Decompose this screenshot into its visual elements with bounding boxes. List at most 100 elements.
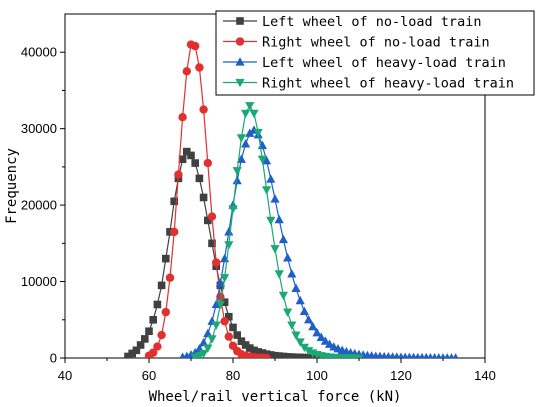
legend-items: Left wheel of no-load train Right wheel o… bbox=[223, 14, 514, 91]
data-point bbox=[283, 253, 293, 262]
data-point bbox=[249, 109, 259, 119]
data-point bbox=[199, 349, 209, 358]
data-point bbox=[312, 327, 322, 337]
data-point bbox=[191, 159, 199, 167]
data-point bbox=[275, 352, 283, 358]
x-tick-label: 120 bbox=[390, 368, 412, 383]
data-point bbox=[128, 349, 136, 358]
data-point bbox=[308, 321, 318, 331]
data-point bbox=[228, 205, 238, 214]
data-point bbox=[225, 312, 233, 321]
legend-label: Right wheel of no-load train bbox=[262, 34, 490, 50]
data-point bbox=[393, 352, 400, 358]
y-tick-label: 0 bbox=[50, 351, 57, 366]
data-point bbox=[304, 314, 314, 324]
legend-item: Right wheel of no-load train bbox=[223, 34, 490, 50]
x-tick-label: 40 bbox=[58, 368, 72, 383]
data-point bbox=[270, 194, 280, 203]
data-point bbox=[136, 341, 145, 349]
legend-box bbox=[215, 10, 535, 96]
data-point bbox=[262, 353, 271, 358]
data-point bbox=[241, 139, 251, 148]
legend-item: Right wheel of heavy-load train bbox=[223, 75, 514, 91]
data-point bbox=[299, 306, 309, 315]
data-point bbox=[187, 151, 195, 160]
data-point bbox=[385, 352, 392, 358]
data-point bbox=[182, 67, 191, 76]
data-point bbox=[153, 342, 162, 351]
data-point bbox=[204, 216, 212, 225]
data-point bbox=[304, 347, 314, 356]
y-tick-label: 40000 bbox=[21, 45, 57, 60]
data-point bbox=[232, 175, 242, 185]
data-point bbox=[199, 105, 208, 114]
data-point bbox=[283, 308, 293, 317]
data-point bbox=[245, 128, 255, 137]
data-point bbox=[271, 351, 279, 358]
data-point bbox=[274, 214, 284, 224]
legend-marker bbox=[236, 17, 244, 25]
data-point bbox=[199, 193, 208, 202]
data-point bbox=[195, 174, 204, 183]
data-point bbox=[149, 315, 157, 324]
data-point bbox=[288, 353, 296, 358]
data-point bbox=[254, 348, 262, 356]
data-point bbox=[279, 352, 288, 358]
data-point bbox=[397, 352, 405, 358]
data-point bbox=[229, 323, 237, 332]
data-point bbox=[141, 335, 149, 343]
data-point bbox=[283, 353, 292, 358]
data-point bbox=[267, 351, 275, 358]
data-point bbox=[291, 331, 301, 340]
data-point bbox=[354, 354, 364, 358]
data-point bbox=[427, 352, 434, 358]
legend-item: Left wheel of no-load train bbox=[223, 14, 481, 30]
data-point bbox=[291, 283, 301, 293]
data-point bbox=[153, 300, 162, 309]
data-point bbox=[245, 102, 255, 111]
data-point bbox=[320, 336, 330, 345]
data-point bbox=[220, 317, 229, 326]
data-point bbox=[410, 352, 417, 358]
data-point bbox=[220, 274, 230, 283]
data-point bbox=[292, 353, 300, 358]
data-point bbox=[431, 353, 438, 358]
legend-marker bbox=[235, 37, 245, 46]
data-point bbox=[174, 170, 183, 179]
data-point bbox=[299, 343, 309, 353]
data-point bbox=[224, 332, 233, 341]
data-point bbox=[402, 352, 409, 358]
data-point bbox=[380, 351, 388, 358]
data-point bbox=[224, 241, 234, 250]
data-point bbox=[278, 234, 288, 244]
data-point bbox=[236, 154, 246, 163]
y-axis-title: Frequency bbox=[4, 148, 20, 224]
data-point bbox=[149, 348, 158, 357]
data-point bbox=[165, 273, 175, 282]
data-point bbox=[448, 353, 455, 358]
data-point bbox=[287, 269, 297, 278]
data-point bbox=[208, 239, 216, 248]
data-point bbox=[266, 174, 276, 183]
data-point bbox=[257, 155, 267, 165]
data-point bbox=[170, 227, 179, 237]
legend-item: Left wheel of heavy-load train bbox=[223, 55, 506, 71]
data-point bbox=[246, 344, 254, 352]
data-point bbox=[207, 212, 217, 221]
data-point bbox=[215, 300, 225, 310]
legend-marker bbox=[235, 57, 245, 66]
data-point bbox=[237, 337, 246, 345]
data-point bbox=[436, 353, 442, 358]
data-point bbox=[199, 337, 209, 347]
data-point bbox=[270, 245, 280, 254]
data-point bbox=[316, 332, 326, 341]
x-axis: 40 60 80 100 120 140 bbox=[58, 358, 496, 383]
data-point bbox=[124, 352, 132, 358]
data-point bbox=[203, 344, 213, 353]
y-tick-label: 30000 bbox=[21, 121, 57, 136]
legend-label: Left wheel of no-load train bbox=[262, 14, 481, 30]
series-layer bbox=[124, 40, 459, 358]
data-point bbox=[203, 328, 213, 338]
data-point bbox=[440, 353, 446, 358]
